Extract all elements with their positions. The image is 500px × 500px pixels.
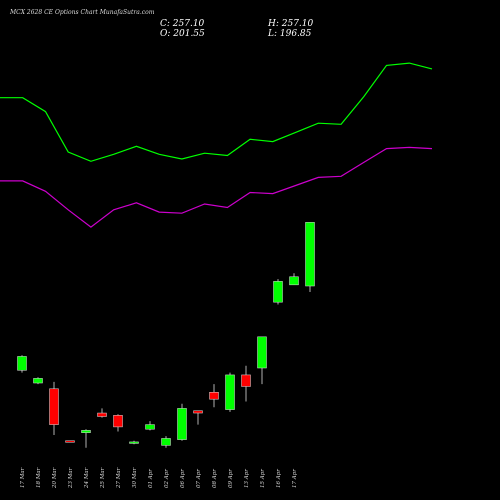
x-tick-label: 06 Apr	[180, 469, 186, 488]
candle-body	[49, 388, 59, 425]
x-tick-label: 15 Apr	[260, 469, 266, 488]
open-value: O: 201.55	[160, 29, 205, 39]
candle-body	[97, 412, 107, 417]
x-tick-label: 02 Apr	[164, 469, 170, 488]
candle-body	[177, 408, 187, 440]
candle-body	[17, 356, 27, 371]
candle-body	[33, 378, 43, 384]
candle-body	[241, 374, 251, 387]
x-tick-label: 09 Apr	[228, 469, 234, 488]
candle-body	[209, 392, 219, 400]
candle-body	[193, 410, 203, 414]
candle-body	[81, 430, 91, 433]
x-tick-label: 07 Apr	[196, 469, 202, 488]
x-tick-label: 16 Apr	[276, 469, 282, 488]
x-tick-label: 18 Mar	[36, 467, 42, 488]
high-value: H: 257.10	[268, 19, 314, 29]
x-tick-label: 20 Mar	[52, 467, 58, 489]
x-tick-label: 23 Mar	[68, 467, 74, 489]
candle-body	[289, 276, 299, 286]
candle-body	[273, 281, 283, 303]
x-tick-label: 17 Mar	[20, 467, 26, 488]
x-tick-label: 30 Mar	[132, 467, 138, 488]
x-tick-label: 13 Apr	[244, 469, 250, 488]
close-value: C: 257.10	[160, 19, 205, 29]
x-tick-label: 08 Apr	[212, 469, 218, 488]
x-tick-label: 27 Mar	[116, 467, 122, 489]
x-tick-label: 25 Mar	[100, 467, 106, 489]
candle-body	[161, 438, 171, 446]
chart-title: MCX 2628 CE Options Chart MunafaSutra.co…	[10, 9, 155, 16]
x-tick-label: 17 Apr	[292, 469, 298, 488]
candle-body	[129, 441, 139, 444]
upper-band-line	[0, 62, 433, 162]
x-tick-label: 24 Mar	[84, 467, 90, 489]
candle-body	[225, 374, 235, 410]
candle-body	[305, 222, 315, 287]
candle-body	[257, 336, 267, 369]
low-value: L: 196.85	[268, 29, 312, 39]
candle-body	[145, 424, 155, 430]
x-tick-label: 01 Apr	[148, 469, 154, 488]
candle-body	[113, 415, 123, 428]
candle-body	[65, 440, 75, 443]
lower-band-line	[0, 146, 433, 228]
